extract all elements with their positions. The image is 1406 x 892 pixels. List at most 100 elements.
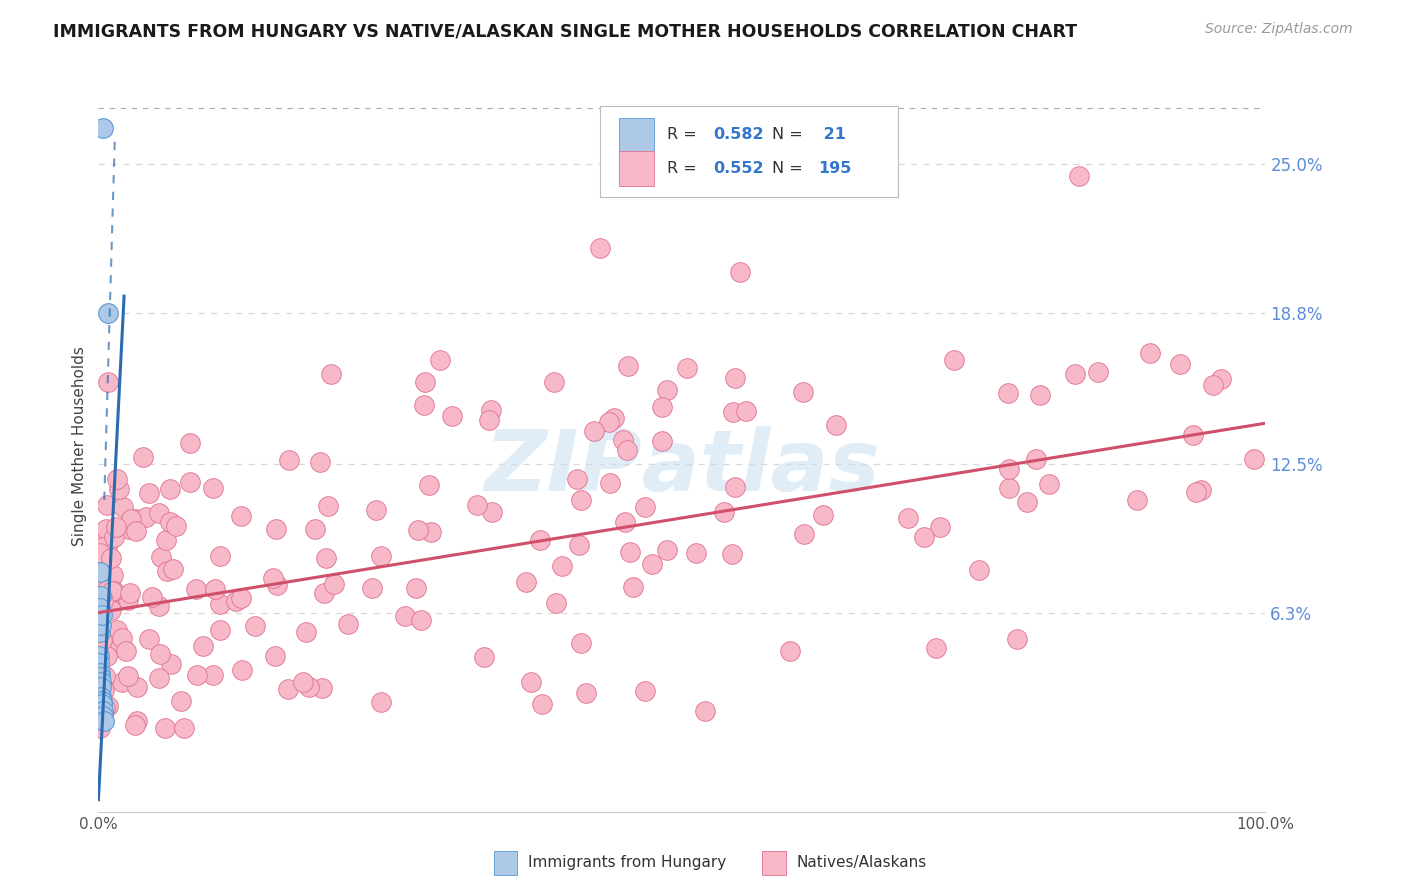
Point — [616, 443, 638, 458]
Point — [138, 632, 160, 647]
Point — [621, 580, 644, 594]
Point — [478, 412, 501, 426]
Point — [89, 656, 111, 670]
FancyBboxPatch shape — [762, 851, 786, 875]
Point — [582, 424, 605, 438]
Point — [720, 547, 742, 561]
Point — [405, 581, 427, 595]
Point — [208, 598, 231, 612]
Point — [612, 433, 634, 447]
Point — [323, 576, 346, 591]
Point — [655, 383, 678, 397]
Text: N =: N = — [772, 128, 807, 142]
Point — [93, 669, 115, 683]
Point — [115, 644, 138, 658]
Point — [89, 544, 111, 558]
Point — [569, 493, 592, 508]
Point — [278, 452, 301, 467]
Point — [148, 599, 170, 614]
Point — [713, 505, 735, 519]
Point — [90, 591, 112, 605]
Point — [1139, 345, 1161, 359]
Point — [793, 527, 815, 541]
Point — [569, 636, 592, 650]
Point — [481, 505, 503, 519]
Point — [406, 524, 429, 538]
Point — [117, 669, 139, 683]
Point — [676, 361, 699, 376]
Point — [336, 617, 359, 632]
Point — [89, 670, 111, 684]
Point — [97, 698, 120, 713]
Point — [617, 359, 640, 373]
FancyBboxPatch shape — [619, 152, 654, 186]
Point — [1209, 372, 1232, 386]
Point — [440, 409, 463, 423]
Point — [575, 686, 598, 700]
Point — [1168, 357, 1191, 371]
Point — [997, 462, 1019, 476]
Point — [695, 704, 717, 718]
Point — [394, 608, 416, 623]
Point — [614, 515, 637, 529]
Point — [96, 649, 118, 664]
Point — [101, 591, 124, 606]
Point — [515, 575, 537, 590]
Point — [89, 613, 111, 627]
Point — [316, 499, 339, 513]
Point — [191, 640, 214, 654]
Point — [479, 403, 502, 417]
Point — [967, 563, 990, 577]
Point — [231, 591, 253, 606]
Point — [262, 571, 284, 585]
Point — [298, 680, 321, 694]
Point — [685, 546, 707, 560]
Point — [897, 511, 920, 525]
Point — [465, 498, 488, 512]
Point — [101, 530, 124, 544]
Point — [91, 580, 114, 594]
Point — [304, 522, 326, 536]
Point — [100, 550, 122, 565]
Point — [103, 530, 125, 544]
Point — [243, 619, 266, 633]
Point — [1038, 477, 1060, 491]
Point — [825, 418, 848, 433]
Point — [93, 594, 115, 608]
Point — [319, 368, 342, 382]
Point — [568, 539, 591, 553]
Point — [141, 591, 163, 605]
FancyBboxPatch shape — [600, 106, 898, 197]
Point — [91, 540, 114, 554]
Point — [138, 486, 160, 500]
Point — [641, 557, 664, 571]
Point — [160, 657, 183, 671]
Point — [312, 586, 335, 600]
Point — [370, 695, 392, 709]
Point — [208, 549, 231, 563]
Text: 0.582: 0.582 — [713, 128, 763, 142]
Point — [942, 352, 965, 367]
Point — [91, 704, 114, 718]
Point — [186, 582, 208, 596]
Point — [89, 675, 111, 690]
Point — [295, 624, 318, 639]
Point — [1243, 452, 1265, 467]
Point — [361, 581, 384, 595]
Point — [159, 515, 181, 529]
Point — [150, 550, 173, 565]
Point — [315, 551, 337, 566]
Point — [1005, 632, 1028, 646]
Text: 195: 195 — [818, 161, 852, 176]
Point — [543, 375, 565, 389]
Point — [1087, 365, 1109, 379]
Point — [89, 608, 111, 623]
Point — [124, 524, 146, 538]
Point — [101, 584, 124, 599]
Point — [91, 121, 114, 136]
Point — [124, 718, 146, 732]
Point — [634, 684, 657, 698]
Point — [90, 680, 112, 694]
Point — [292, 674, 315, 689]
Point — [1184, 484, 1206, 499]
